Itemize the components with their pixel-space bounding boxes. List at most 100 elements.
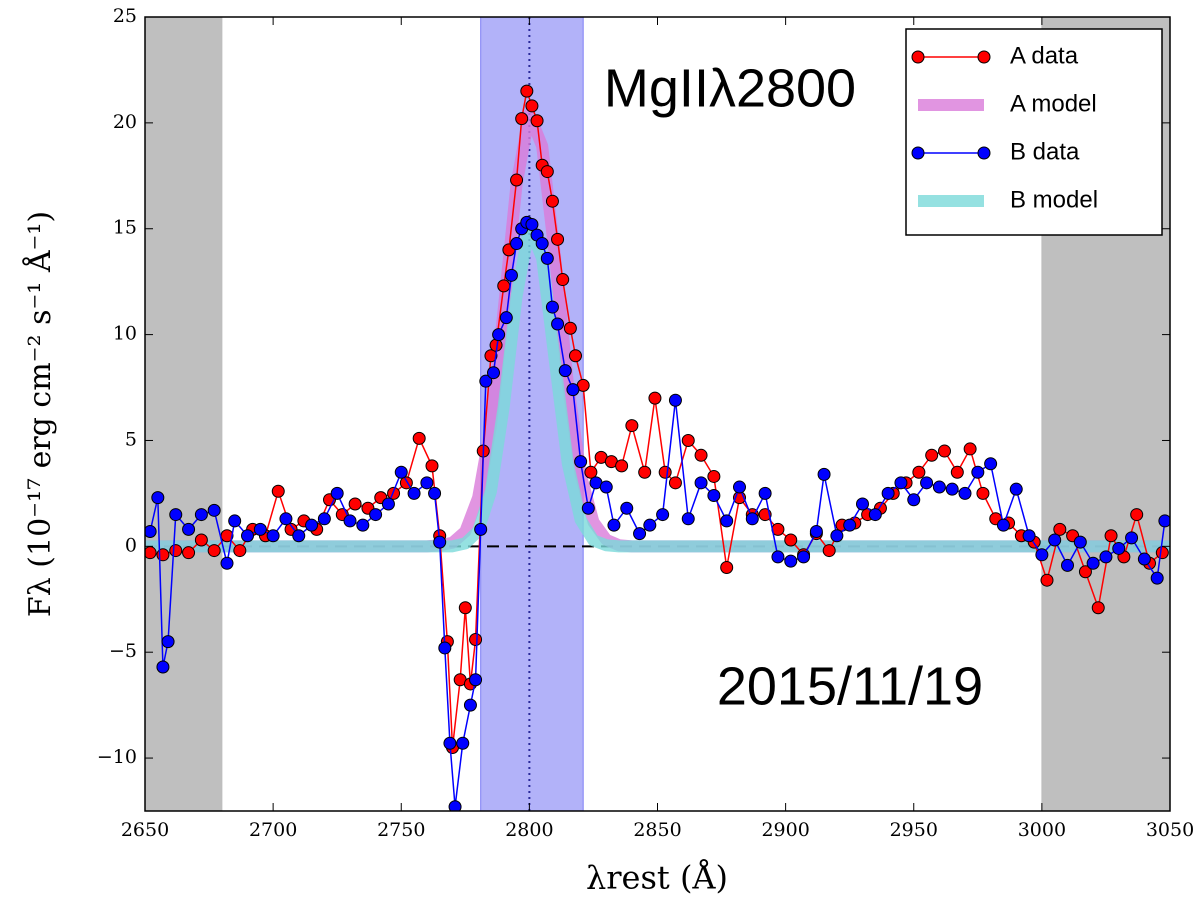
x-tick-label: 3000 [1018, 819, 1066, 841]
legend-swatch [977, 50, 991, 64]
data-point [996, 518, 1010, 532]
legend-swatch [911, 146, 925, 160]
data-point [207, 544, 221, 558]
annotation: MgIIλ2800 [604, 58, 856, 118]
data-point [497, 279, 511, 293]
data-point [797, 550, 811, 564]
data-point [681, 512, 695, 526]
data-point [233, 544, 247, 558]
data-point [1150, 571, 1164, 585]
data-point [425, 459, 439, 473]
data-point [1086, 556, 1100, 570]
data-point [1040, 573, 1054, 587]
x-tick-label: 3050 [1146, 819, 1194, 841]
data-point [584, 465, 598, 479]
annotation: 2015/11/19 [717, 656, 983, 716]
data-point [1053, 522, 1067, 536]
data-point [1130, 508, 1144, 522]
data-point [648, 391, 662, 405]
x-tick-label: 2900 [761, 819, 809, 841]
data-point [428, 486, 442, 500]
data-point [694, 476, 708, 490]
y-tick-label: −10 [97, 746, 137, 768]
data-point [510, 173, 524, 187]
data-point [894, 476, 908, 490]
data-point [633, 527, 647, 541]
data-point [220, 556, 234, 570]
data-point [241, 529, 254, 543]
data-point [182, 546, 196, 560]
x-tick-label: 2800 [505, 819, 553, 841]
data-point [925, 448, 939, 462]
data-point [1091, 601, 1105, 615]
data-point [856, 497, 869, 511]
data-point [545, 300, 559, 314]
data-point [658, 465, 672, 479]
data-point [958, 486, 972, 500]
data-point [558, 364, 572, 378]
data-point [458, 601, 472, 615]
x-tick-label: 2700 [249, 819, 297, 841]
data-point [932, 480, 946, 494]
data-point [620, 501, 634, 515]
data-point [556, 273, 570, 287]
data-point [843, 518, 857, 532]
data-point [551, 232, 565, 246]
data-point [387, 486, 401, 500]
data-point [720, 561, 734, 575]
data-point [656, 508, 670, 522]
data-point [520, 84, 534, 98]
data-point [433, 535, 447, 549]
data-point [822, 544, 836, 558]
data-point [551, 317, 565, 331]
legend-label: B data [1010, 138, 1080, 165]
data-point [469, 632, 483, 646]
data-point [643, 518, 657, 532]
data-point [412, 431, 426, 445]
x-tick-label: 2950 [890, 819, 938, 841]
x-tick-label: 2650 [121, 819, 169, 841]
data-point [1099, 550, 1113, 564]
y-tick-label: 10 [113, 323, 137, 345]
data-point [469, 673, 483, 687]
plot-content [145, 17, 1170, 811]
data-point [525, 99, 539, 113]
data-point [912, 465, 926, 479]
data-point [484, 349, 498, 363]
data-point [456, 736, 470, 750]
data-point [638, 465, 652, 479]
data-point [1104, 529, 1118, 543]
data-point [566, 383, 580, 397]
data-point [343, 514, 357, 528]
data-point [504, 268, 518, 282]
data-point [487, 366, 500, 380]
data-point [599, 480, 613, 494]
data-point [938, 444, 951, 458]
y-axis-label: Fλ (10⁻¹⁷ erg cm⁻² s⁻¹ Å⁻¹) [22, 211, 58, 617]
legend-label: A data [1010, 42, 1079, 69]
data-point [510, 237, 524, 251]
data-point [292, 529, 306, 543]
data-point [271, 484, 285, 498]
data-point [253, 522, 267, 536]
data-point [169, 544, 183, 558]
data-point [563, 321, 577, 335]
data-point [1112, 541, 1126, 555]
legend-label: B model [1010, 186, 1098, 213]
data-point [479, 374, 493, 388]
data-point [499, 311, 513, 325]
data-point [720, 514, 734, 528]
legend-swatch [911, 50, 925, 64]
data-point [515, 112, 529, 126]
y-tick-label: 20 [113, 111, 137, 133]
data-point [194, 508, 208, 522]
data-point [1137, 552, 1151, 566]
data-point [615, 459, 629, 473]
data-point [817, 467, 831, 481]
data-point [330, 486, 344, 500]
data-point [279, 512, 293, 526]
data-point [976, 486, 990, 500]
data-point [1125, 531, 1139, 545]
data-point [1155, 546, 1169, 560]
